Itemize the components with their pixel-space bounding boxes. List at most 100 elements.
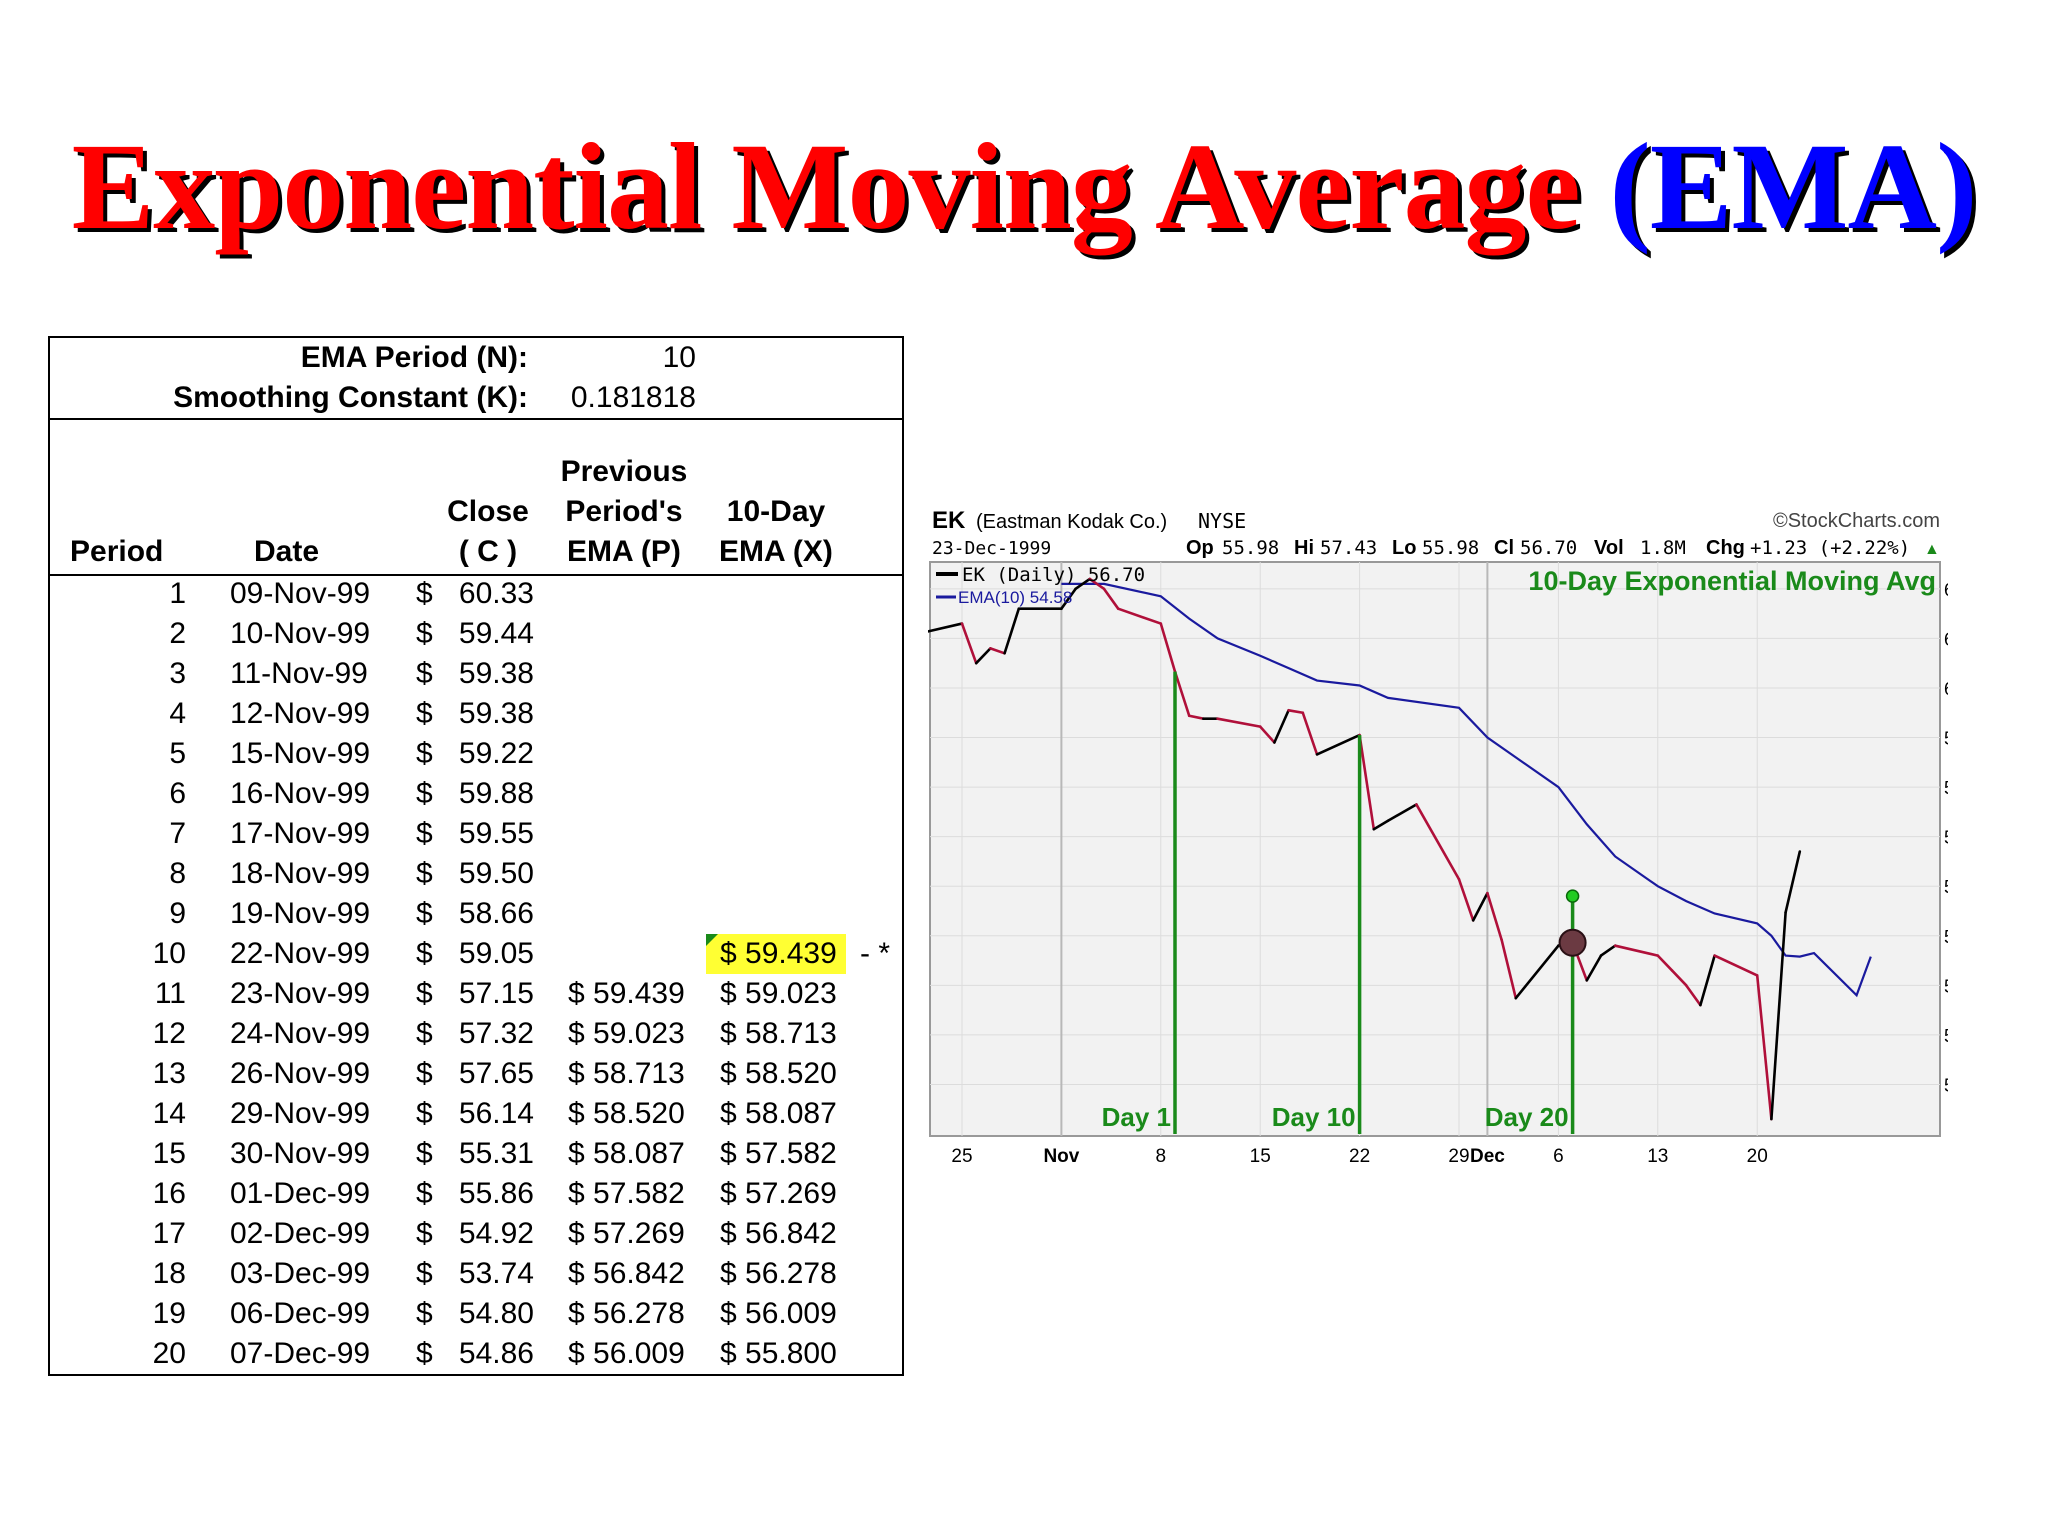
cell-close: 54.92 xyxy=(458,1217,534,1250)
cell-close: 55.86 xyxy=(458,1177,534,1210)
cell-close: 54.80 xyxy=(458,1297,534,1330)
price-segment xyxy=(1770,911,1787,1121)
cell-ema: $ 58.520 xyxy=(720,1057,837,1090)
cell-date: 29-Nov-99 xyxy=(230,1097,371,1130)
cell-dollar-sign: $ xyxy=(416,1137,433,1170)
cell-prev-ema: $ 59.023 xyxy=(568,1017,685,1050)
x-tick-label: 22 xyxy=(1349,1146,1370,1167)
cell-close: 59.38 xyxy=(458,697,534,730)
op-value: 55.98 xyxy=(1222,537,1279,559)
price-segment xyxy=(1755,974,1773,1121)
lo-value: 55.98 xyxy=(1422,537,1479,559)
chart-grid xyxy=(930,562,1940,1136)
price-segment xyxy=(1287,708,1305,715)
cell-date: 16-Nov-99 xyxy=(230,777,371,810)
legend-price-label: EK (Daily) 56.70 xyxy=(962,564,1145,586)
cell-prev-ema: $ 59.439 xyxy=(568,977,685,1010)
cell-date: 26-Nov-99 xyxy=(230,1057,371,1090)
cell-close: 54.86 xyxy=(458,1337,534,1370)
cell-dollar-sign: $ xyxy=(416,577,433,610)
cell-prev-ema: $ 58.087 xyxy=(568,1137,685,1170)
table-row: 16 01-Dec-99 $55.86 $ 57.582 $ 57.269 xyxy=(50,1174,902,1214)
table-row: 2 10-Nov-99 $59.44 xyxy=(50,614,902,654)
cell-dollar-sign: $ xyxy=(416,1217,433,1250)
day-marker-label: Day 10 xyxy=(1272,1102,1356,1132)
price-segment xyxy=(1074,577,1092,591)
cell-period: 9 xyxy=(169,897,186,930)
vol-label: Vol xyxy=(1594,537,1624,559)
y-tick-label: 61 xyxy=(1944,629,1948,649)
price-segment xyxy=(928,622,964,633)
cell-period: 11 xyxy=(154,977,186,1010)
header-prev-ema: Previous Period's EMA (P) xyxy=(554,452,694,572)
cell-date: 11-Nov-99 xyxy=(230,657,368,690)
cell-date: 22-Nov-99 xyxy=(230,937,371,970)
price-segment xyxy=(1486,891,1503,942)
ema-period-label: EMA Period (N): xyxy=(300,341,528,374)
price-segment xyxy=(1713,954,1759,977)
cell-date: 17-Nov-99 xyxy=(230,817,371,850)
cell-close: 55.31 xyxy=(458,1137,534,1170)
cell-dollar-sign: $ xyxy=(416,737,433,770)
cell-close: 57.15 xyxy=(458,977,534,1010)
cell-dollar-sign: $ xyxy=(416,1297,433,1330)
chg-label: Chg xyxy=(1706,537,1745,559)
cell-close: 59.44 xyxy=(458,617,534,650)
chart-company: (Eastman Kodak Co.) xyxy=(976,511,1167,533)
slide-title: Exponential Moving Average (EMA) xyxy=(0,125,2048,249)
cell-dollar-sign: $ xyxy=(416,1257,433,1290)
x-tick-label: 25 xyxy=(951,1146,972,1167)
cell-prev-ema: $ 56.278 xyxy=(568,1297,685,1330)
x-tick-label: 8 xyxy=(1156,1146,1167,1167)
cl-value: 56.70 xyxy=(1520,537,1577,559)
price-segment xyxy=(1060,587,1077,610)
cell-prev-ema: $ 57.269 xyxy=(568,1217,685,1250)
op-label: Op xyxy=(1186,537,1214,559)
y-axis-ticks: 52 53 54 55 56 57 58 59 60 61 62 xyxy=(1944,580,1948,1096)
cell-date: 09-Nov-99 xyxy=(230,577,371,610)
price-segment xyxy=(1372,819,1390,831)
price-segment xyxy=(1599,944,1617,957)
header-prev-line2: Period's xyxy=(565,495,683,528)
x-tick-label: Dec xyxy=(1470,1146,1505,1167)
header-ema: 10-Day EMA (X) xyxy=(706,492,846,572)
cell-dollar-sign: $ xyxy=(416,657,433,690)
cell-ema: $ 58.087 xyxy=(720,1097,837,1130)
header-divider xyxy=(50,574,902,576)
cell-dollar-sign: $ xyxy=(416,977,433,1010)
chart-series xyxy=(928,577,1872,1121)
cell-date: 15-Nov-99 xyxy=(230,737,371,770)
cell-date: 02-Dec-99 xyxy=(230,1217,371,1250)
header-prev-line1: Previous xyxy=(560,455,688,488)
legend-ema-label: EMA(10) 54.58 xyxy=(958,588,1072,607)
cell-dollar-sign: $ xyxy=(416,1177,433,1210)
cell-period: 10 xyxy=(152,937,186,970)
price-segment xyxy=(1386,803,1418,823)
y-tick-label: 57 xyxy=(1944,828,1948,848)
cell-prev-ema: $ 57.582 xyxy=(568,1177,685,1210)
price-segment xyxy=(1670,969,1688,987)
y-tick-label: 53 xyxy=(1944,1026,1948,1046)
header-prev-line3: EMA (P) xyxy=(567,535,681,568)
cell-date: 12-Nov-99 xyxy=(230,697,371,730)
chart-brand: ©StockCharts.com xyxy=(1773,510,1940,532)
table-row: 4 12-Nov-99 $59.38 xyxy=(50,694,902,734)
cell-dollar-sign: $ xyxy=(416,1337,433,1370)
cell-date: 24-Nov-99 xyxy=(230,1017,371,1050)
cell-dollar-sign: $ xyxy=(416,857,433,890)
x-tick-label: 29 xyxy=(1448,1146,1469,1167)
cell-period: 15 xyxy=(152,1137,186,1170)
price-segment xyxy=(1159,622,1177,673)
table-row: 18 03-Dec-99 $53.74 $ 56.842 $ 56.278 xyxy=(50,1254,902,1294)
header-close-line2: ( C ) xyxy=(458,535,518,568)
price-segment xyxy=(1585,954,1603,982)
cell-date: 03-Dec-99 xyxy=(230,1257,371,1290)
plot-area xyxy=(929,561,1941,1137)
price-segment xyxy=(1216,717,1262,728)
cell-period: 18 xyxy=(152,1257,186,1290)
title-acronym: (EMA) xyxy=(1609,118,1978,255)
price-segment xyxy=(1088,577,1106,591)
cell-period: 14 xyxy=(152,1097,186,1130)
price-segment xyxy=(1500,938,1518,1000)
cell-ema: $ 56.278 xyxy=(720,1257,837,1290)
